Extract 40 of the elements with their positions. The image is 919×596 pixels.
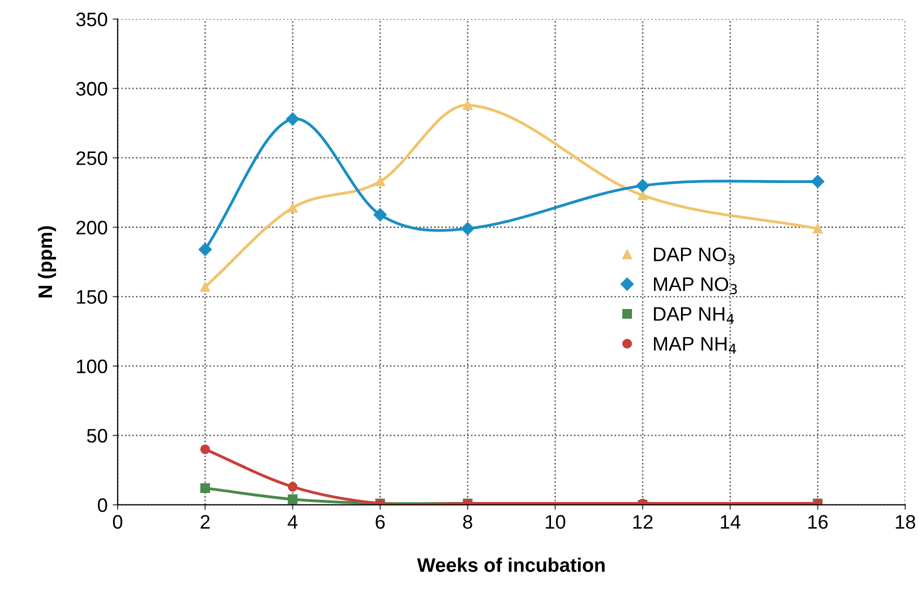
point [286, 112, 300, 126]
point [200, 282, 210, 292]
legend-label: DAP NO$_{3}$ [654, 248, 735, 264]
point [811, 174, 824, 188]
point [198, 242, 212, 256]
x-tick-label: 0 [112, 515, 122, 529]
point [200, 483, 210, 494]
legend-label: DAP NH$_{4}$ [654, 307, 734, 324]
point [288, 482, 298, 492]
legend-label: MAP NH$_{4}$ [654, 337, 736, 354]
point [462, 100, 473, 110]
x-tick-label: 18 [896, 515, 916, 529]
x-tick-label: 16 [808, 515, 828, 529]
point [288, 202, 298, 213]
point [200, 444, 210, 454]
y-tick-label: 100 [76, 359, 108, 374]
point [375, 176, 386, 186]
point [288, 494, 298, 504]
x-axis-title: Weeks of incubation [417, 558, 605, 572]
x-tick-label: 12 [633, 515, 653, 529]
point [638, 190, 648, 200]
x-tick-label: 6 [376, 515, 385, 529]
point [461, 222, 474, 236]
y-tick-label: 200 [76, 220, 108, 234]
x-tick-label: 8 [463, 515, 472, 529]
point [812, 224, 823, 234]
x-tick-label: 4 [288, 515, 298, 529]
legend-label: MAP NO$_{3}$ [654, 277, 737, 294]
y-axis-title: N (ppm) [38, 226, 56, 298]
y-tick-label: 0 [98, 498, 108, 512]
y-tick-label: 250 [76, 151, 108, 166]
y-tick-label: 350 [76, 12, 108, 26]
y-tick-label: 300 [76, 82, 108, 96]
point [374, 208, 387, 222]
y-tick-label: 50 [87, 428, 108, 443]
x-tick-label: 14 [720, 515, 740, 529]
y-tick-label: 150 [76, 290, 108, 304]
x-tick-label: 2 [200, 515, 210, 529]
point [636, 179, 650, 192]
x-tick-label: 10 [546, 515, 566, 529]
